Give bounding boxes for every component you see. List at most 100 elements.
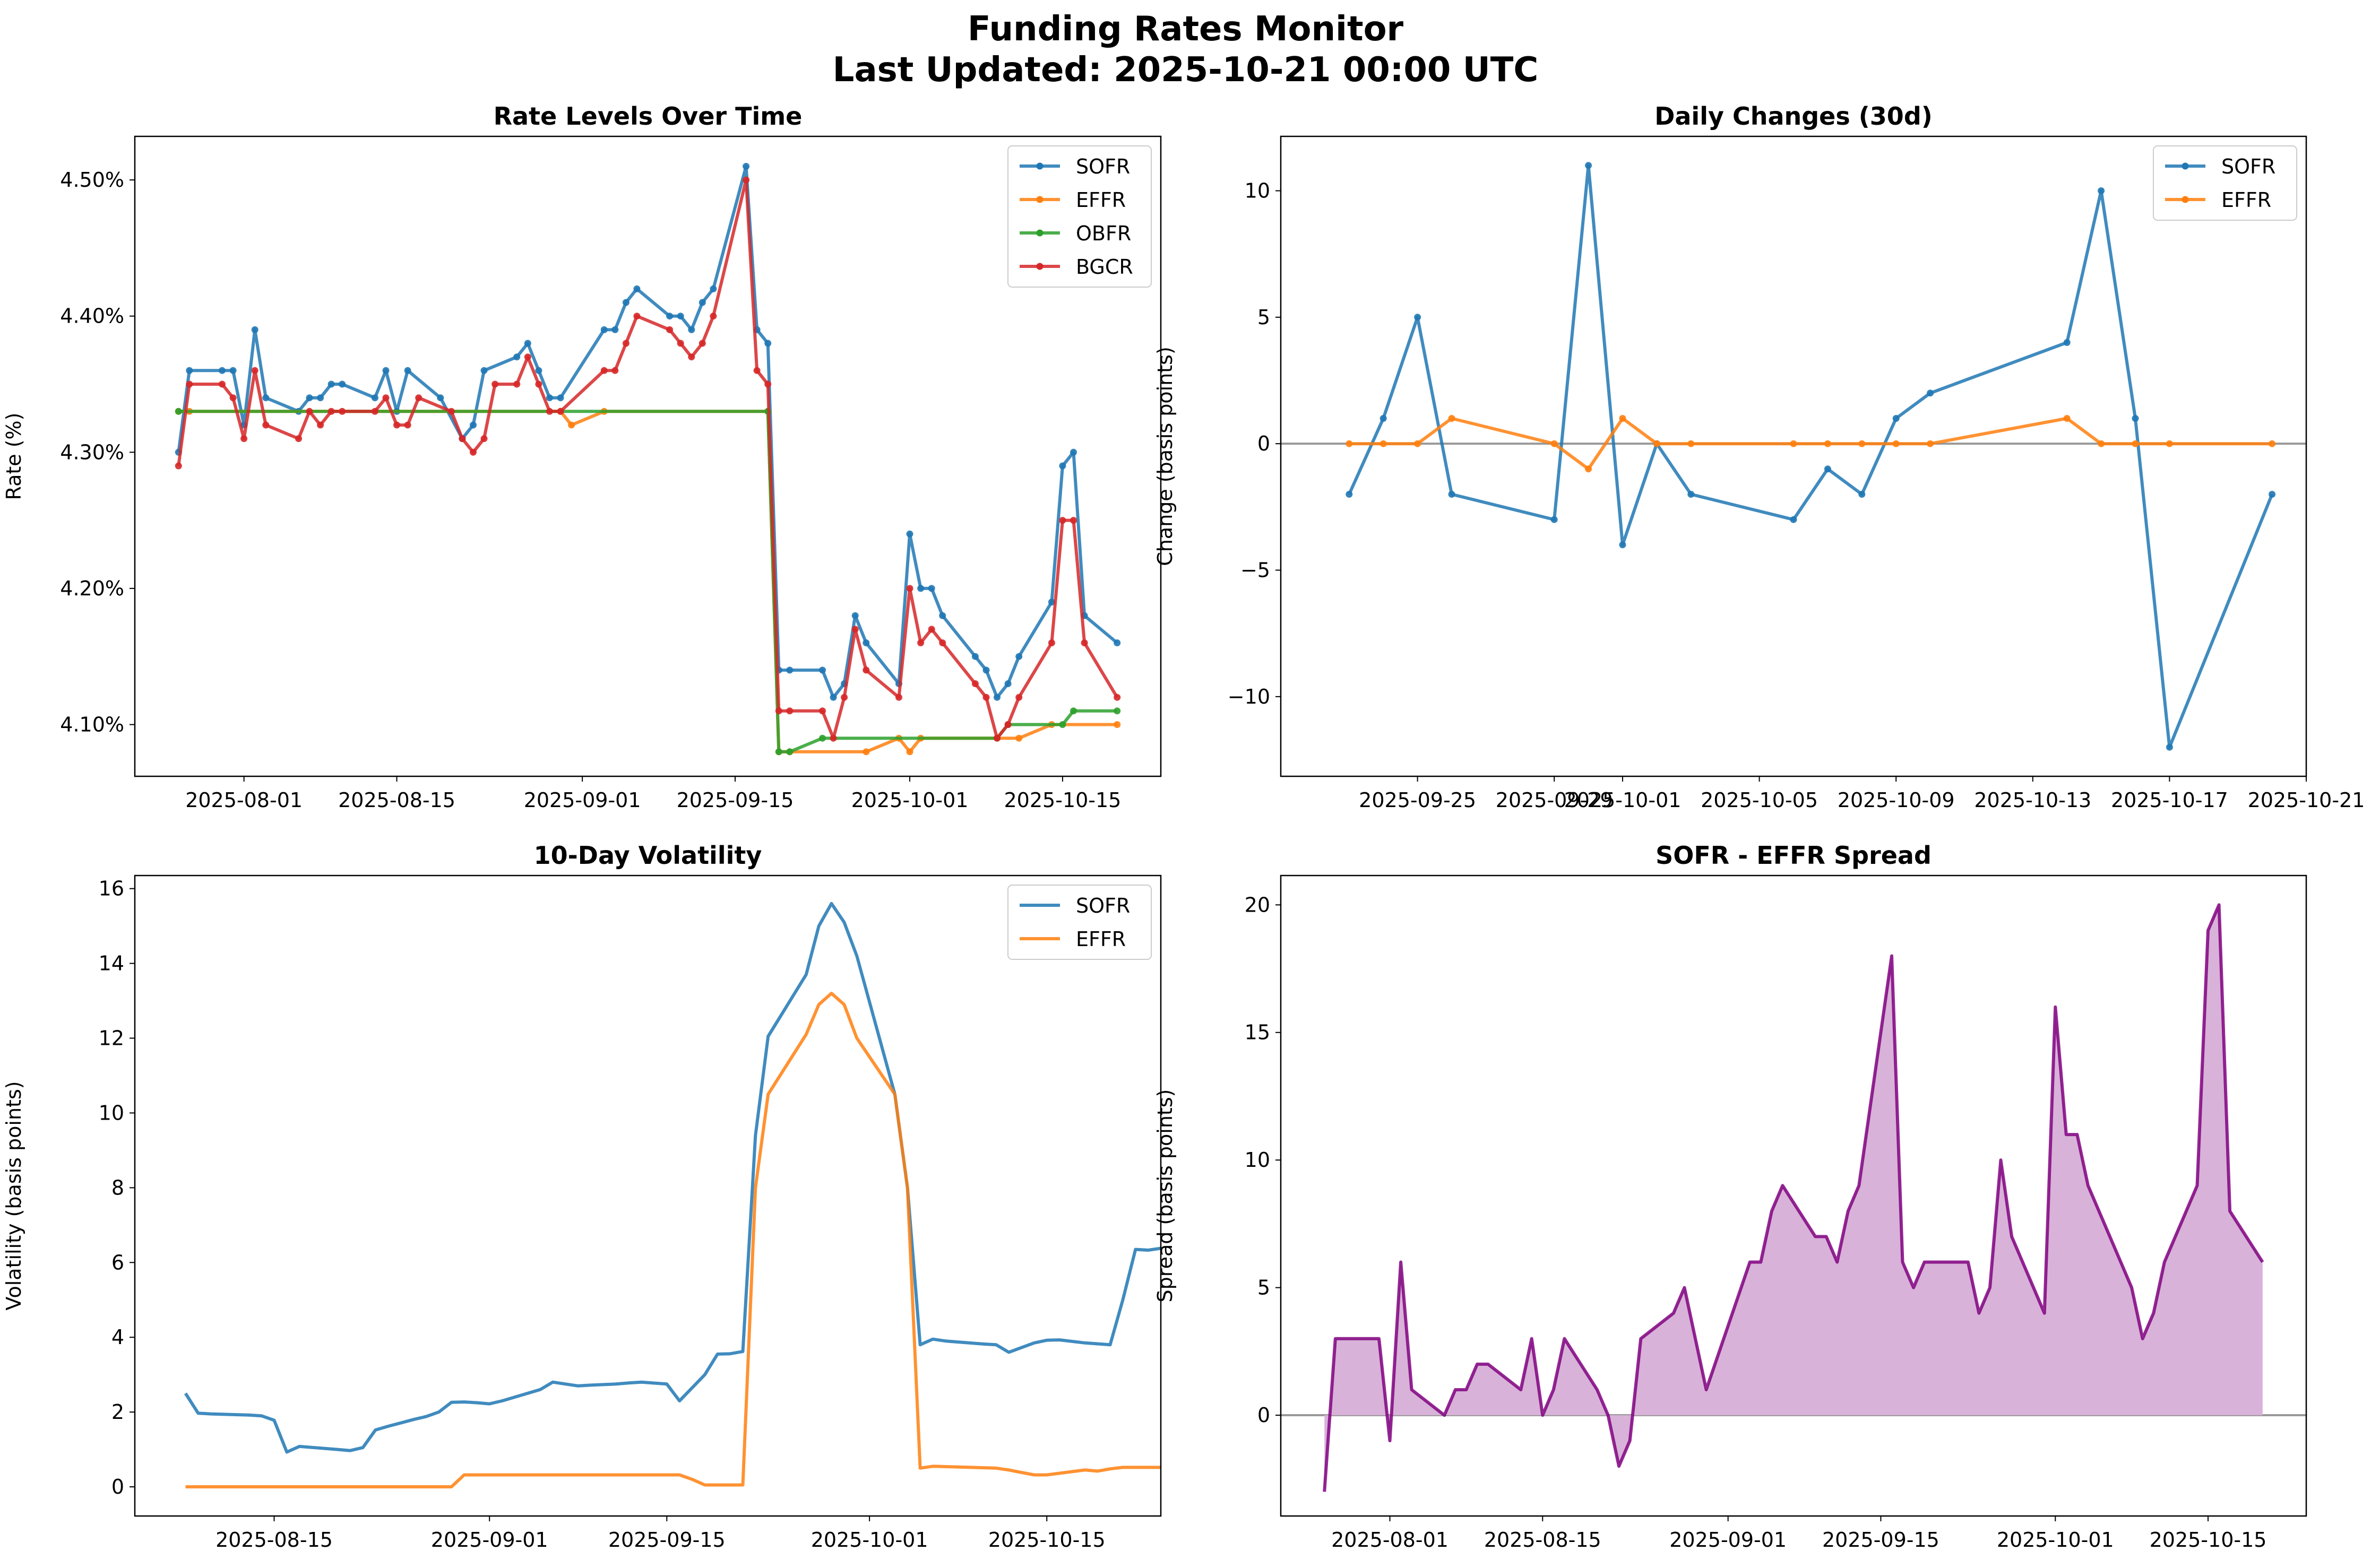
x-tick-label: 2025-10-15 [2150, 1528, 2267, 1552]
data-point [186, 380, 193, 388]
data-point [743, 163, 750, 170]
panel-title: Rate Levels Over Time [494, 102, 803, 131]
data-point [251, 367, 258, 374]
data-point [262, 394, 270, 402]
data-point [830, 694, 837, 701]
data-point [1004, 721, 1012, 728]
x-tick-label: 2025-10-15 [988, 1528, 1106, 1552]
data-point [633, 313, 641, 320]
series-sofr [184, 902, 1161, 1454]
legend-label: EFFR [1076, 188, 1126, 212]
data-point [1790, 516, 1797, 523]
x-tick-label: 2025-09-15 [608, 1528, 726, 1552]
x-tick-label: 2025-10-01 [1564, 789, 1682, 812]
data-point [971, 680, 979, 687]
series-effr [1346, 415, 2276, 473]
legend-label: SOFR [1076, 155, 1130, 178]
data-point [1858, 440, 1866, 447]
legend-label: SOFR [1076, 894, 1130, 917]
data-point [1114, 721, 1121, 728]
data-point [851, 612, 859, 619]
plot-frame [134, 135, 1162, 777]
data-point [863, 639, 870, 646]
data-point [1048, 599, 1055, 606]
data-point [1414, 314, 1421, 321]
y-axis-label: Volatility (basis points) [2, 1081, 25, 1310]
data-point [688, 353, 695, 361]
data-point [1059, 462, 1066, 470]
series-line [178, 410, 1117, 753]
data-point [1015, 734, 1023, 742]
series-line [184, 902, 1161, 1454]
y-tick-label: 16 [99, 877, 124, 900]
y-tick-label: 8 [111, 1176, 124, 1199]
y-tick-label: −5 [1240, 559, 1270, 582]
data-point [2269, 440, 2276, 447]
data-point [775, 707, 782, 715]
data-point [743, 176, 750, 184]
series-effr [175, 408, 1121, 756]
data-point [568, 421, 575, 429]
data-point [1059, 721, 1066, 728]
data-point [262, 421, 270, 429]
data-point [1048, 639, 1055, 646]
y-tick-label: 14 [99, 952, 124, 975]
data-point [186, 367, 193, 374]
data-point [229, 367, 237, 374]
data-point [557, 394, 564, 402]
data-point [622, 340, 630, 347]
plot-frame [134, 874, 1162, 1517]
series-line [178, 410, 1117, 753]
data-point [2166, 440, 2173, 447]
data-point [1927, 389, 1934, 397]
data-point [928, 585, 935, 592]
x-tick-label: 2025-10-09 [1838, 789, 1955, 812]
series-bgcr [175, 176, 1121, 742]
data-point [1059, 517, 1066, 524]
data-point [339, 408, 346, 415]
panel-title: 10-Day Volatility [534, 841, 762, 870]
data-point [382, 394, 390, 402]
data-point [1619, 541, 1626, 549]
x-tick-label: 2025-09-15 [1822, 1528, 1939, 1552]
data-point [1070, 517, 1077, 524]
data-point [1114, 694, 1121, 701]
data-point [939, 639, 946, 646]
y-axis-label: Change (basis points) [1153, 346, 1177, 566]
y-tick-label: 4.10% [60, 713, 124, 736]
y-tick-label: 4.30% [60, 440, 124, 464]
y-tick-label: 12 [99, 1027, 124, 1050]
data-point [240, 435, 248, 443]
legend-box [1007, 145, 1152, 288]
data-point [982, 666, 990, 674]
data-point [2063, 339, 2071, 346]
data-point [710, 313, 717, 320]
data-point [1824, 465, 1831, 473]
data-point [863, 748, 870, 756]
panel-volatility: 10-Day Volatility Volatility (basis point… [2, 841, 1162, 1552]
y-tick-label: 4.50% [60, 168, 124, 192]
data-point [775, 748, 782, 756]
data-point [327, 380, 335, 388]
data-point [753, 367, 761, 374]
data-point [1380, 440, 1387, 447]
data-point [1790, 440, 1797, 447]
x-tick-label: 2025-10-01 [1997, 1528, 2114, 1552]
data-point [2269, 491, 2276, 498]
plot-area [184, 902, 1161, 1488]
x-tick-label: 2025-09-01 [1669, 1528, 1787, 1552]
data-point [1015, 653, 1023, 660]
data-point [1015, 694, 1023, 701]
x-tick-label: 2025-09-01 [524, 789, 641, 812]
data-point [764, 340, 772, 347]
data-point [1070, 448, 1077, 456]
y-tick-label: 0 [1257, 432, 1270, 455]
data-point [251, 326, 258, 333]
series-obfr [175, 408, 1121, 756]
x-tick-label: 2025-10-01 [851, 789, 969, 812]
y-axis-label: Rate (%) [2, 413, 25, 500]
panel-title: SOFR - EFFR Spread [1656, 841, 1932, 870]
plot-frame [1280, 135, 2307, 777]
data-point [1114, 707, 1121, 715]
data-point [459, 435, 466, 443]
